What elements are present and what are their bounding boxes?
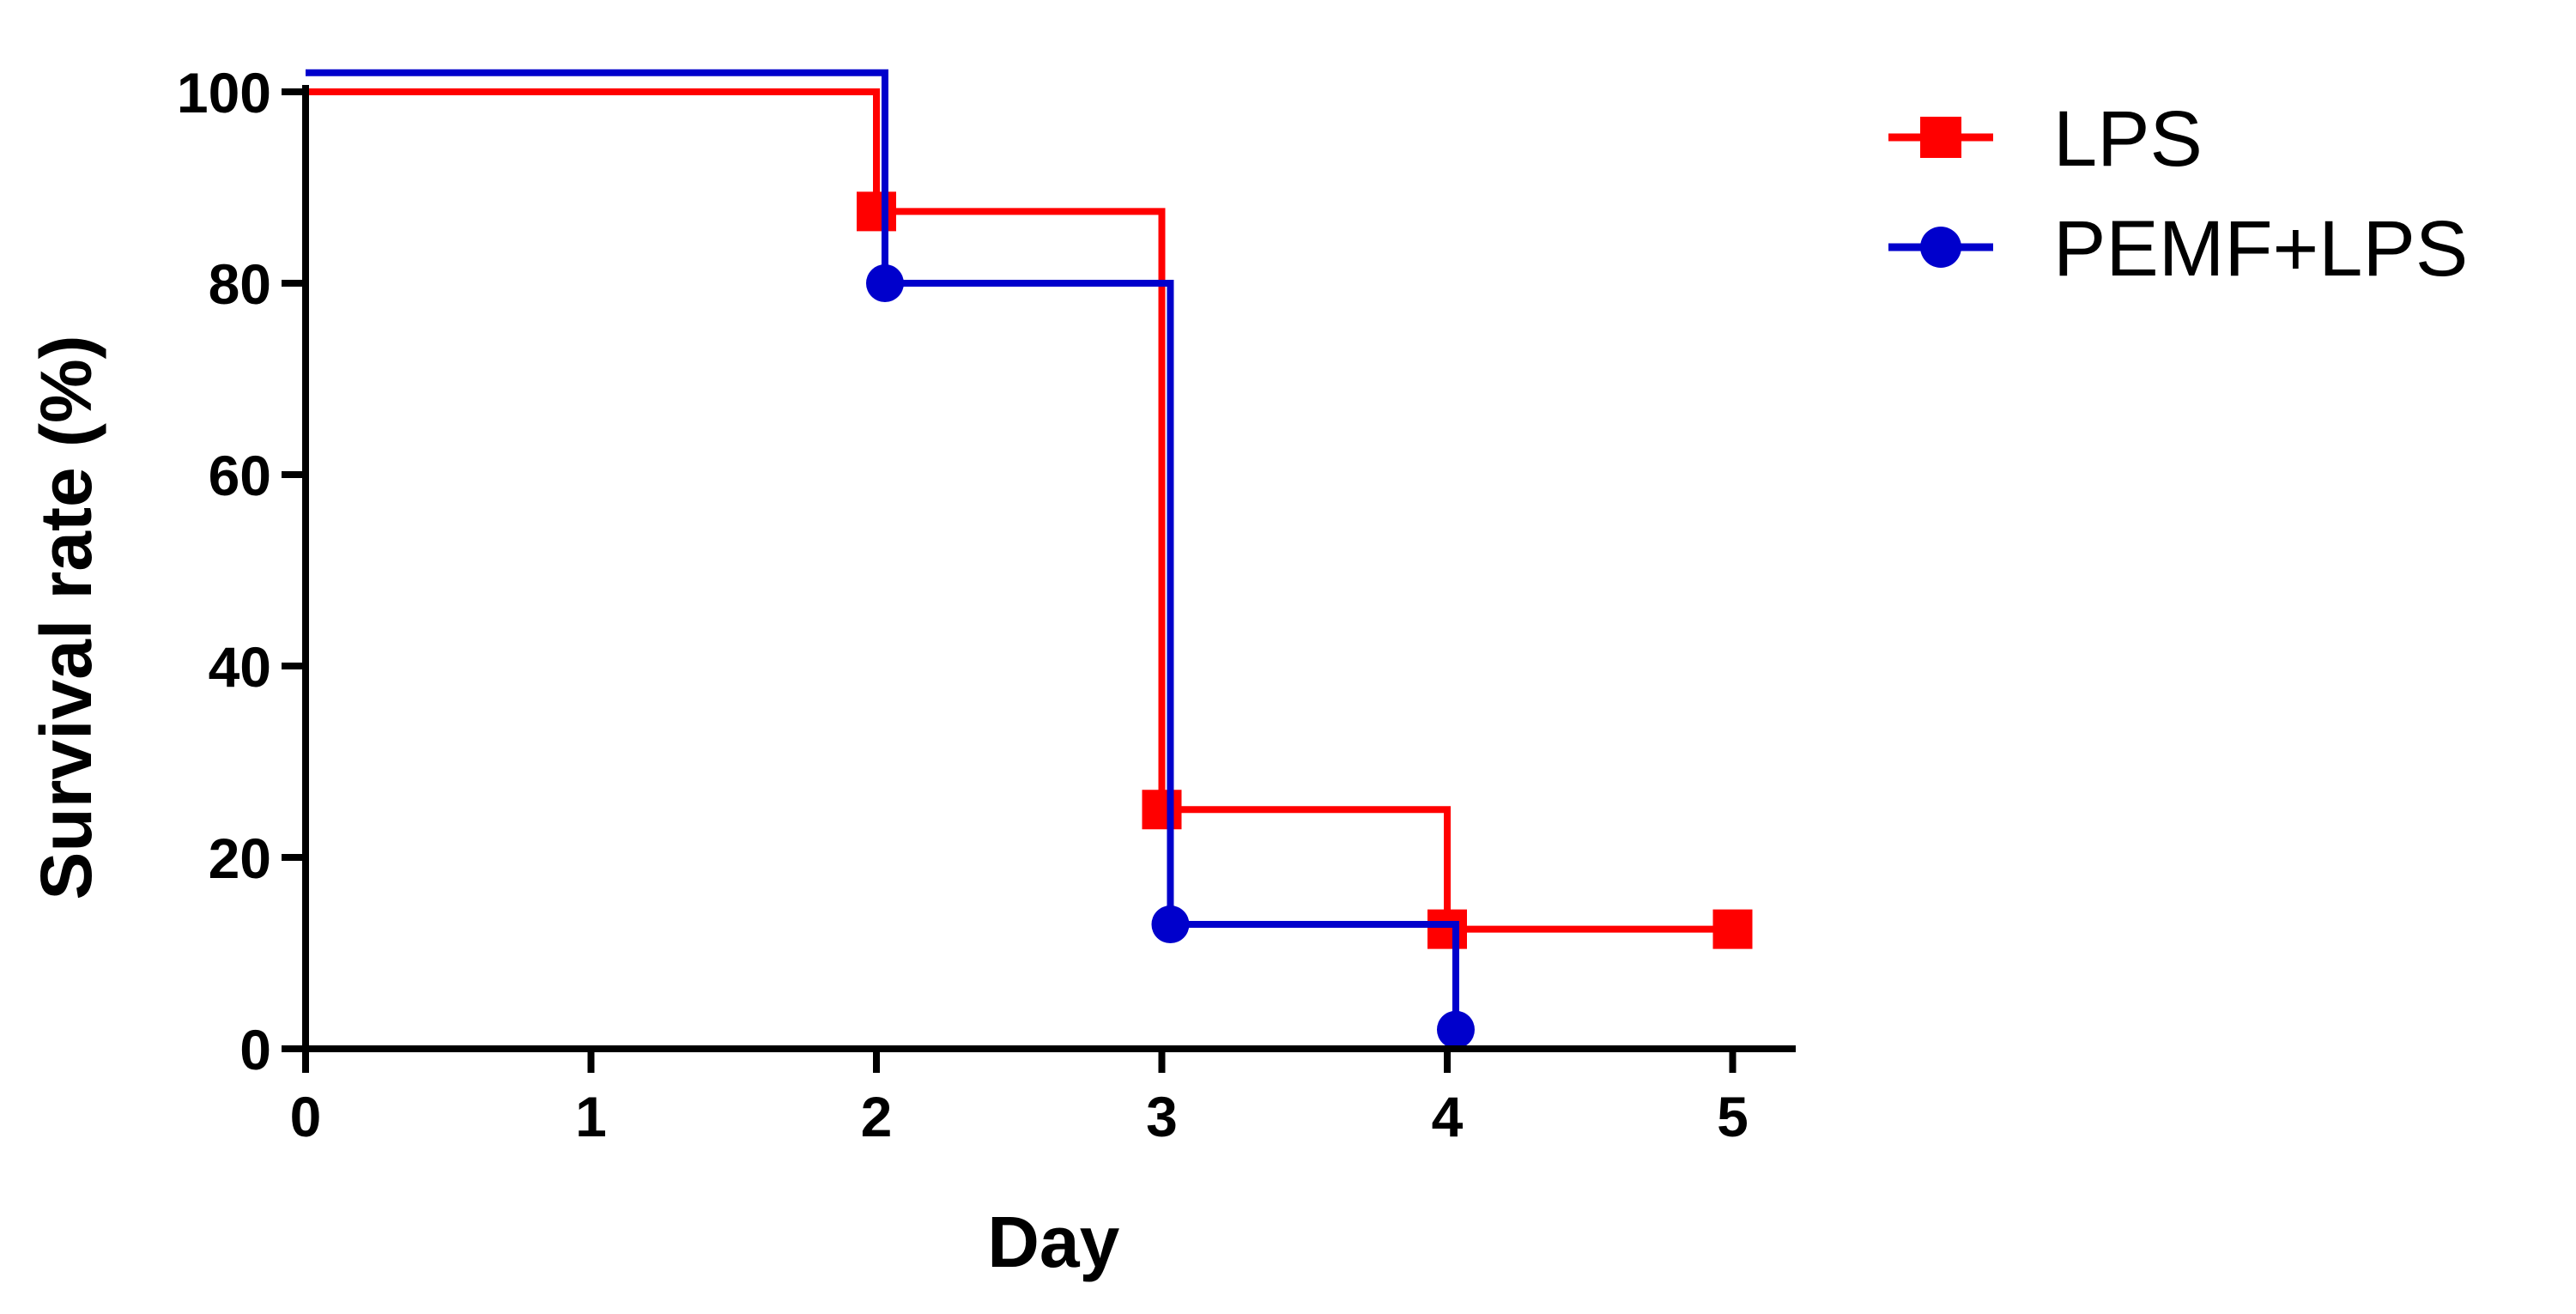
data-point-marker (857, 191, 896, 232)
y-tick-label: 40 (209, 635, 271, 699)
ticks-layer: 0 1 2 3 4 5 0 20 40 60 80 100 (177, 61, 1749, 1148)
y-tick-label: 80 (209, 252, 271, 316)
series-pemf-lps (306, 69, 1475, 1049)
data-point-marker (1436, 1010, 1475, 1049)
series-layer (306, 69, 1753, 1049)
x-tick-label: 3 (1146, 1085, 1178, 1148)
series-lps (306, 88, 1753, 949)
series-line (306, 88, 1733, 933)
x-tick-label: 0 (290, 1085, 322, 1148)
legend: LPS PEMF+LPS (1888, 95, 2468, 293)
legend-label: PEMF+LPS (2053, 205, 2468, 293)
y-tick-label: 20 (209, 827, 271, 890)
x-axis-title: Day (987, 1202, 1119, 1282)
y-tick-label: 0 (239, 1018, 271, 1081)
y-tick-label: 60 (209, 444, 271, 507)
series-line (306, 69, 1459, 1030)
data-point-marker (1151, 905, 1190, 944)
legend-swatch-marker (1920, 227, 1961, 268)
legend-label: LPS (2053, 95, 2203, 183)
axes-layer (302, 85, 1796, 1052)
data-point-marker (1427, 909, 1467, 949)
x-tick-label: 5 (1717, 1085, 1749, 1148)
data-point-marker (865, 264, 904, 302)
legend-entry: LPS (1888, 95, 2203, 183)
y-axis-title: Survival rate (%) (26, 335, 106, 899)
y-tick-label: 100 (177, 61, 271, 124)
x-tick-label: 1 (575, 1085, 607, 1148)
legend-swatch-marker (1920, 117, 1961, 158)
data-point-marker (1142, 790, 1182, 830)
data-point-marker (1712, 909, 1753, 949)
x-tick-label: 2 (861, 1085, 893, 1148)
legend-entry: PEMF+LPS (1888, 205, 2468, 293)
x-tick-label: 4 (1432, 1085, 1464, 1148)
